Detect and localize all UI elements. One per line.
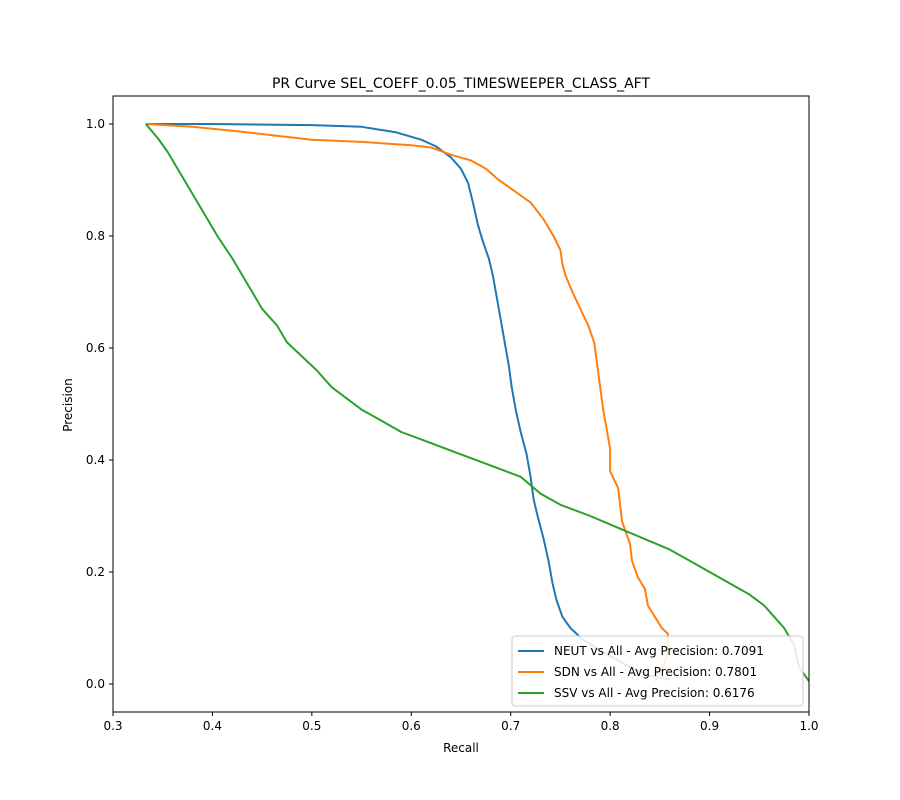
legend-entry: SSV vs All - Avg Precision: 0.6176: [554, 686, 755, 700]
x-tick-label: 0.9: [700, 719, 719, 733]
x-axis-label: Recall: [443, 741, 479, 755]
y-axis: 0.0 0.2 0.4 0.6 0.8 1.0: [86, 117, 113, 691]
y-tick-label: 0.8: [86, 229, 105, 243]
plot-area: [112, 95, 810, 713]
series-line-2: [145, 123, 669, 682]
y-axis-label: Precision: [61, 378, 75, 432]
x-tick-label: 1.0: [799, 719, 818, 733]
legend: NEUT vs All - Avg Precision: 0.7091 SDN v…: [511, 635, 804, 707]
x-tick-label: 0.5: [302, 719, 321, 733]
chart-title: PR Curve SEL_COEFF_0.05_TIMESWEEPER_CLAS…: [272, 76, 650, 92]
x-tick-label: 0.6: [402, 719, 421, 733]
x-axis: 0.3 0.4 0.5 0.6 0.7 0.8 0.9 1.0: [103, 712, 819, 733]
y-tick-label: 1.0: [86, 117, 105, 131]
y-tick-label: 0.6: [86, 341, 105, 355]
x-tick-label: 0.8: [601, 719, 620, 733]
x-tick-label: 0.3: [103, 719, 122, 733]
x-tick-label: 0.7: [501, 719, 520, 733]
legend-entry: NEUT vs All - Avg Precision: 0.7091: [554, 644, 764, 658]
legend-entry: SDN vs All - Avg Precision: 0.7801: [554, 665, 757, 679]
y-tick-label: 0.2: [86, 565, 105, 579]
plot-frame: [112, 95, 810, 713]
y-tick-label: 0.0: [86, 677, 105, 691]
x-tick-label: 0.4: [203, 719, 222, 733]
y-tick-label: 0.4: [86, 453, 105, 467]
series-line-1: [145, 123, 670, 681]
legend-box: [511, 635, 804, 707]
series-line-3: [145, 123, 810, 682]
